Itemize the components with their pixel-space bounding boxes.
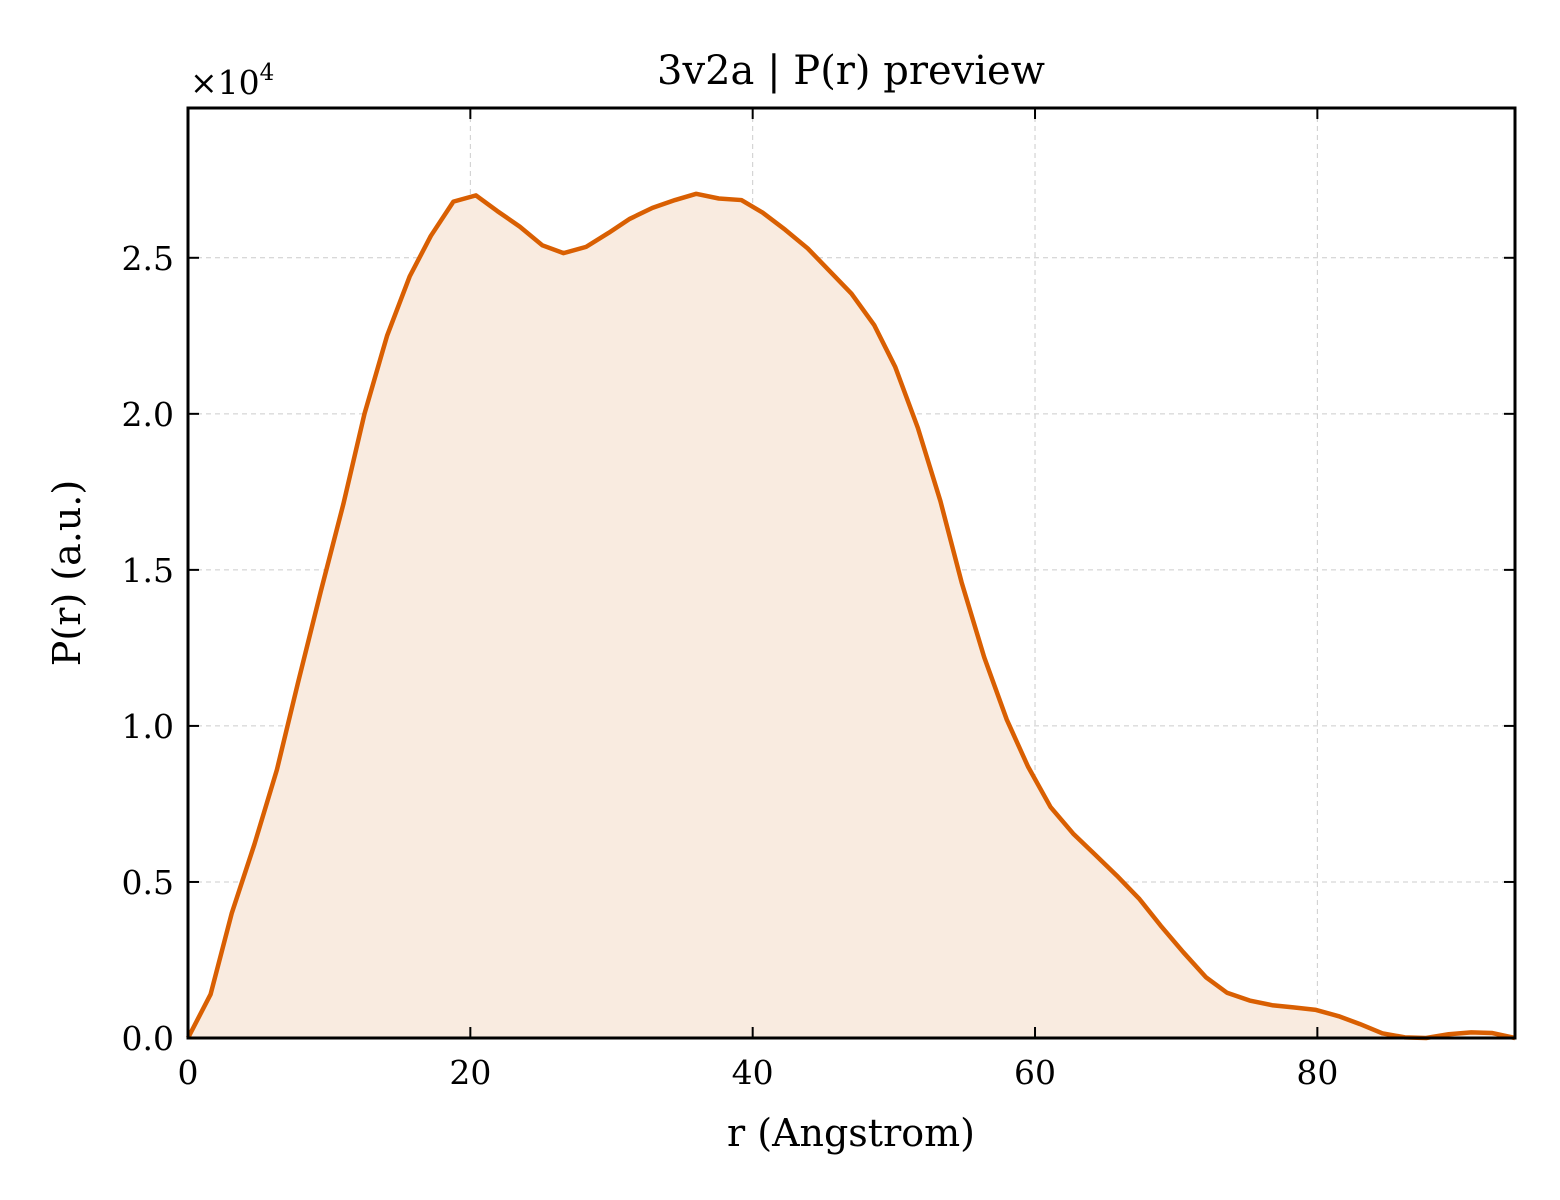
pr-area-fill	[188, 193, 1515, 1038]
y-tick-label: 1.0	[122, 707, 174, 746]
y-tick-label: 1.5	[122, 551, 174, 590]
pr-curve	[186, 191, 1516, 1041]
chart-title: 3v2a | P(r) preview	[657, 48, 1045, 94]
x-tick-label: 0	[178, 1053, 199, 1092]
plot-frame	[186, 106, 1517, 1040]
y-tick-labels: 0.0 0.5 1.0 1.5 2.0 2.5	[122, 239, 174, 1058]
y-multiplier-exponent: 4	[260, 60, 275, 86]
x-tick-label: 80	[1296, 1053, 1338, 1092]
y-axis-label: P(r) (a.u.)	[45, 480, 89, 666]
x-tick-label: 20	[449, 1053, 491, 1092]
x-axis-label: r (Angstrom)	[727, 1111, 975, 1155]
y-multiplier: ×104	[190, 60, 274, 102]
y-tick-label: 2.0	[122, 395, 174, 434]
y-tick-label: 0.0	[122, 1019, 174, 1058]
y-tick-label: 0.5	[122, 863, 174, 902]
y-multiplier-base: ×10	[190, 63, 260, 102]
x-tick-labels: 0 20 40 60 80	[178, 1053, 1339, 1092]
y-tick-label: 2.5	[122, 239, 174, 278]
axis-ticks	[187, 108, 1515, 1039]
x-tick-label: 60	[1014, 1053, 1056, 1092]
x-tick-label: 40	[732, 1053, 774, 1092]
